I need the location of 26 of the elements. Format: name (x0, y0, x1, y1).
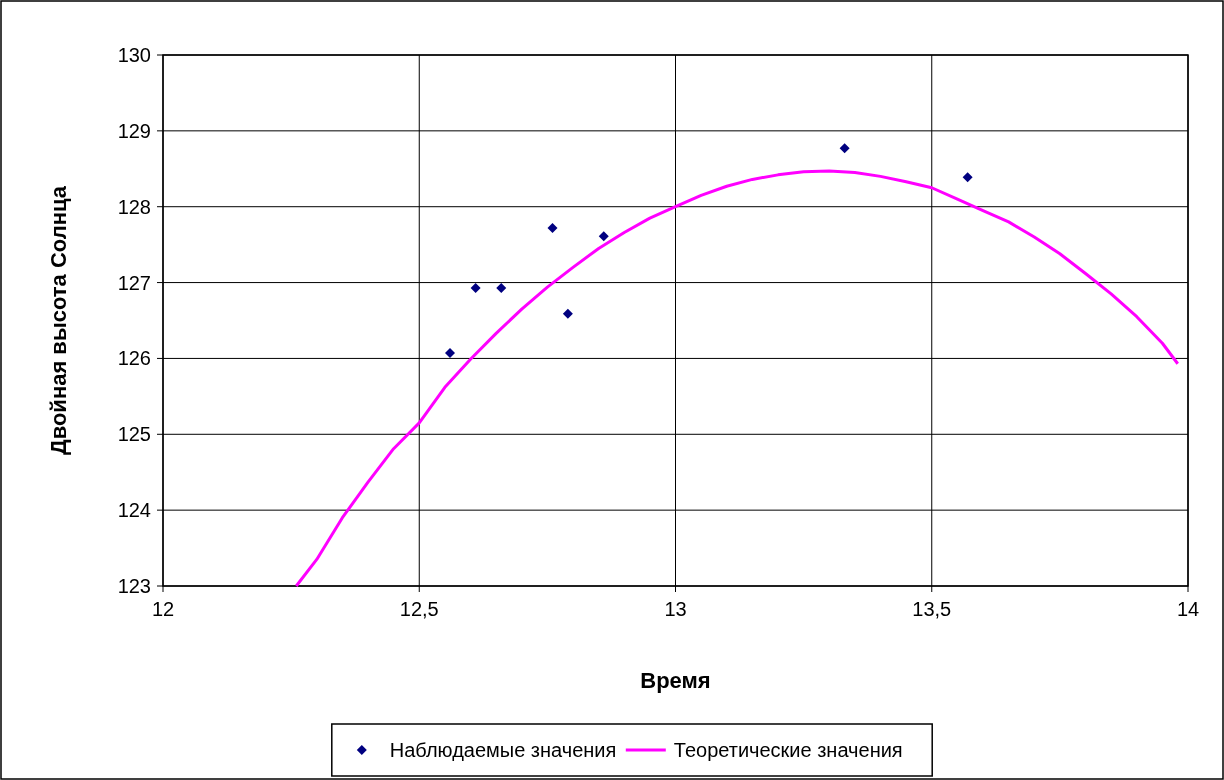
y-tick-label: 125 (117, 423, 151, 446)
y-tick-label: 128 (117, 195, 151, 218)
legend-label: Наблюдаемые значения (389, 739, 617, 761)
y-axis-title: Двойная высота Солнца (46, 185, 71, 455)
x-axis-title: Время (640, 668, 711, 693)
x-tick-label: 13 (664, 598, 687, 620)
y-tick-label: 123 (117, 575, 151, 597)
point (962, 172, 973, 183)
point (547, 222, 558, 233)
point (496, 282, 507, 293)
y-tick-label: 126 (117, 347, 151, 370)
x-tick-label: 13,5 (912, 598, 952, 620)
point (598, 231, 609, 242)
x-tick-label: 12,5 (399, 598, 439, 620)
x-tick-label: 14 (1176, 598, 1200, 620)
point (839, 143, 850, 154)
line-series (294, 169, 1180, 588)
y-tick-label: 130 (117, 44, 151, 66)
point (562, 308, 573, 319)
legend-label: Теоретические значения (673, 739, 903, 761)
y-tick-label: 124 (117, 499, 151, 522)
y-tick-label: 129 (117, 119, 151, 142)
point (445, 348, 455, 359)
y-tick-label: 127 (117, 271, 151, 294)
point (470, 282, 481, 293)
x-tick-label: 12 (151, 598, 175, 620)
